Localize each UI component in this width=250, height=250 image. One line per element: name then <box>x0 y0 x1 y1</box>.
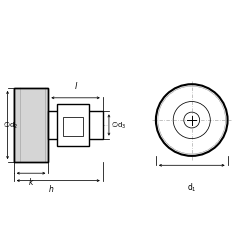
Text: k: k <box>29 178 33 187</box>
Bar <box>14 88 48 162</box>
Bar <box>64 116 83 136</box>
Text: d$_1$: d$_1$ <box>187 181 197 194</box>
Text: $\emptyset$d$_3$: $\emptyset$d$_3$ <box>112 120 127 130</box>
Text: h: h <box>48 185 53 194</box>
Bar <box>14 88 48 162</box>
Text: $\emptyset$d$_2$: $\emptyset$d$_2$ <box>2 120 18 130</box>
Text: l: l <box>74 82 77 91</box>
Bar <box>48 112 103 138</box>
Bar <box>57 104 89 146</box>
